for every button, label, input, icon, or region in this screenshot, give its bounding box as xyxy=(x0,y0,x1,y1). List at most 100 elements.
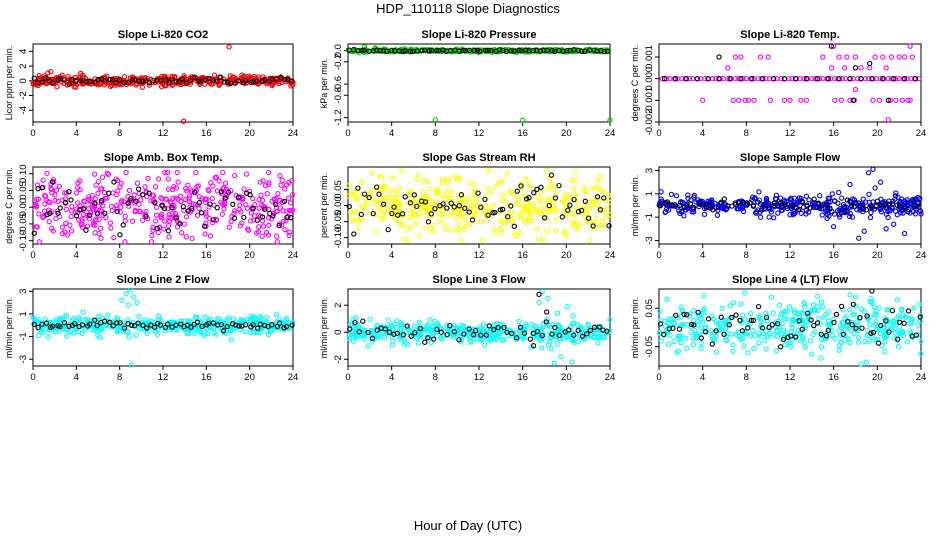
data-point xyxy=(538,205,544,211)
y-tick-label: 0 xyxy=(333,330,344,335)
data-point xyxy=(73,213,80,219)
data-point xyxy=(504,171,510,177)
data-point xyxy=(165,228,172,234)
data-point xyxy=(165,321,171,327)
data-point xyxy=(518,183,524,189)
data-point xyxy=(852,65,859,71)
data-point xyxy=(33,317,39,323)
data-point xyxy=(221,206,227,212)
data-point xyxy=(153,204,160,211)
data-point xyxy=(885,117,891,123)
y-tick-label: 0.05 xyxy=(644,299,655,318)
x-tick-label: 24 xyxy=(916,372,927,383)
data-point xyxy=(133,198,139,204)
data-point xyxy=(803,76,810,82)
data-point xyxy=(75,180,81,186)
data-point xyxy=(256,224,262,230)
series-2 xyxy=(31,179,294,238)
data-point xyxy=(527,185,533,191)
data-point xyxy=(893,190,899,196)
data-point xyxy=(260,223,267,229)
data-point xyxy=(885,97,891,103)
data-point xyxy=(658,189,664,195)
data-point xyxy=(880,76,886,82)
data-point xyxy=(732,54,739,60)
data-point xyxy=(117,320,123,326)
data-point xyxy=(816,315,822,321)
data-point xyxy=(707,202,713,209)
data-point xyxy=(772,203,778,210)
data-point xyxy=(351,218,357,224)
data-point xyxy=(114,208,120,215)
data-point xyxy=(36,211,42,217)
data-point xyxy=(776,302,783,308)
data-point xyxy=(458,336,465,343)
data-point xyxy=(134,299,140,306)
data-point xyxy=(125,302,131,308)
data-point xyxy=(806,197,812,203)
x-tick-label: 20 xyxy=(244,372,255,383)
data-point xyxy=(552,195,559,201)
data-point xyxy=(289,322,295,328)
data-point xyxy=(499,206,506,212)
data-point xyxy=(128,362,135,368)
data-point xyxy=(40,214,46,221)
data-point xyxy=(242,77,249,84)
data-point xyxy=(867,322,873,328)
data-point xyxy=(905,199,911,205)
data-point xyxy=(142,212,148,218)
data-point xyxy=(78,221,84,228)
panel-title: Slope Line 3 Flow xyxy=(433,274,526,286)
data-point xyxy=(869,76,875,82)
data-point xyxy=(595,339,601,346)
data-point xyxy=(346,203,352,210)
data-point xyxy=(686,76,693,82)
x-tick-label: 20 xyxy=(561,128,572,139)
data-point xyxy=(916,76,922,82)
data-point xyxy=(848,328,855,334)
data-point xyxy=(752,196,758,202)
y-tick-label: -1 xyxy=(18,332,29,340)
data-point xyxy=(569,359,575,365)
data-point xyxy=(838,97,844,103)
data-point xyxy=(701,211,708,218)
data-point xyxy=(430,229,436,235)
data-point xyxy=(561,227,567,234)
x-tick-label: 12 xyxy=(158,128,169,139)
data-point xyxy=(52,80,58,86)
y-tick-label: -0.001 xyxy=(644,87,655,114)
data-point xyxy=(513,193,519,199)
data-point xyxy=(255,229,262,235)
data-point xyxy=(885,214,891,221)
data-point xyxy=(109,207,115,214)
y-tick-label: 0.000 xyxy=(644,67,655,91)
data-point xyxy=(492,230,499,236)
data-point xyxy=(134,180,141,186)
data-point xyxy=(359,179,365,185)
data-point xyxy=(819,206,825,212)
data-point xyxy=(915,194,921,201)
data-point xyxy=(152,200,158,206)
data-point xyxy=(257,314,263,320)
data-point xyxy=(719,305,725,311)
data-point xyxy=(169,205,175,211)
chart-panel-8: Slope Line 3 Flow 0 4 8 12 16 20 24 -2 0 2 ml/min p… xyxy=(319,274,615,383)
data-point xyxy=(162,218,168,224)
data-point xyxy=(769,322,775,328)
data-point xyxy=(97,208,103,214)
data-point xyxy=(87,212,93,218)
panel-title: Slope Sample Flow xyxy=(740,152,841,164)
x-tick-label: 16 xyxy=(201,250,212,261)
data-point xyxy=(441,221,447,227)
data-point xyxy=(214,205,220,211)
data-point xyxy=(680,199,686,206)
x-tick-label: 24 xyxy=(288,372,299,383)
data-point xyxy=(181,221,188,227)
data-point xyxy=(787,197,793,203)
data-point xyxy=(459,199,465,205)
data-point xyxy=(796,195,803,201)
data-point xyxy=(751,97,757,103)
data-point xyxy=(663,76,670,82)
data-point xyxy=(809,351,815,357)
data-point xyxy=(289,320,296,326)
